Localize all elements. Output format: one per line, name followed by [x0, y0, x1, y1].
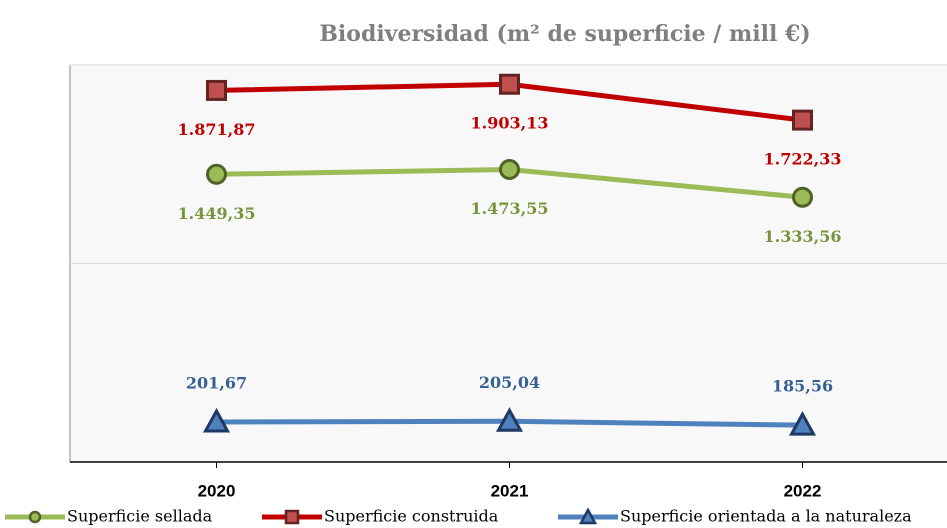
- x-tick-label: 2021: [491, 481, 529, 500]
- value-label: 1.449,35: [178, 204, 256, 223]
- value-label: 1.473,55: [471, 199, 549, 218]
- legend-marker: [28, 510, 42, 524]
- legend-marker: [578, 507, 598, 525]
- legend-label: Superficie sellada: [67, 507, 213, 526]
- point: [792, 109, 813, 131]
- point: [499, 73, 520, 95]
- legend-label: Superficie construida: [324, 507, 499, 526]
- point: [788, 411, 817, 436]
- x-tick-label: 2020: [198, 481, 236, 500]
- legend-label: Superficie orientada a la naturaleza: [620, 507, 912, 526]
- x-tick-label: 2022: [784, 481, 822, 500]
- point: [202, 407, 231, 433]
- value-label: 1.903,13: [471, 114, 549, 133]
- value-label: 205,04: [479, 373, 540, 392]
- point: [499, 159, 520, 181]
- value-label: 1.722,33: [764, 150, 842, 169]
- chart-title: Biodiversidad (m² de superficie / mill €…: [319, 21, 810, 47]
- value-label: 1.333,56: [764, 227, 842, 246]
- point: [206, 163, 227, 185]
- point: [495, 407, 524, 432]
- value-label: 185,56: [772, 377, 833, 396]
- value-label: 1.871,87: [178, 120, 256, 139]
- value-label: 201,67: [186, 373, 247, 392]
- point: [792, 186, 813, 208]
- legend-marker: [284, 509, 300, 525]
- point: [206, 79, 227, 101]
